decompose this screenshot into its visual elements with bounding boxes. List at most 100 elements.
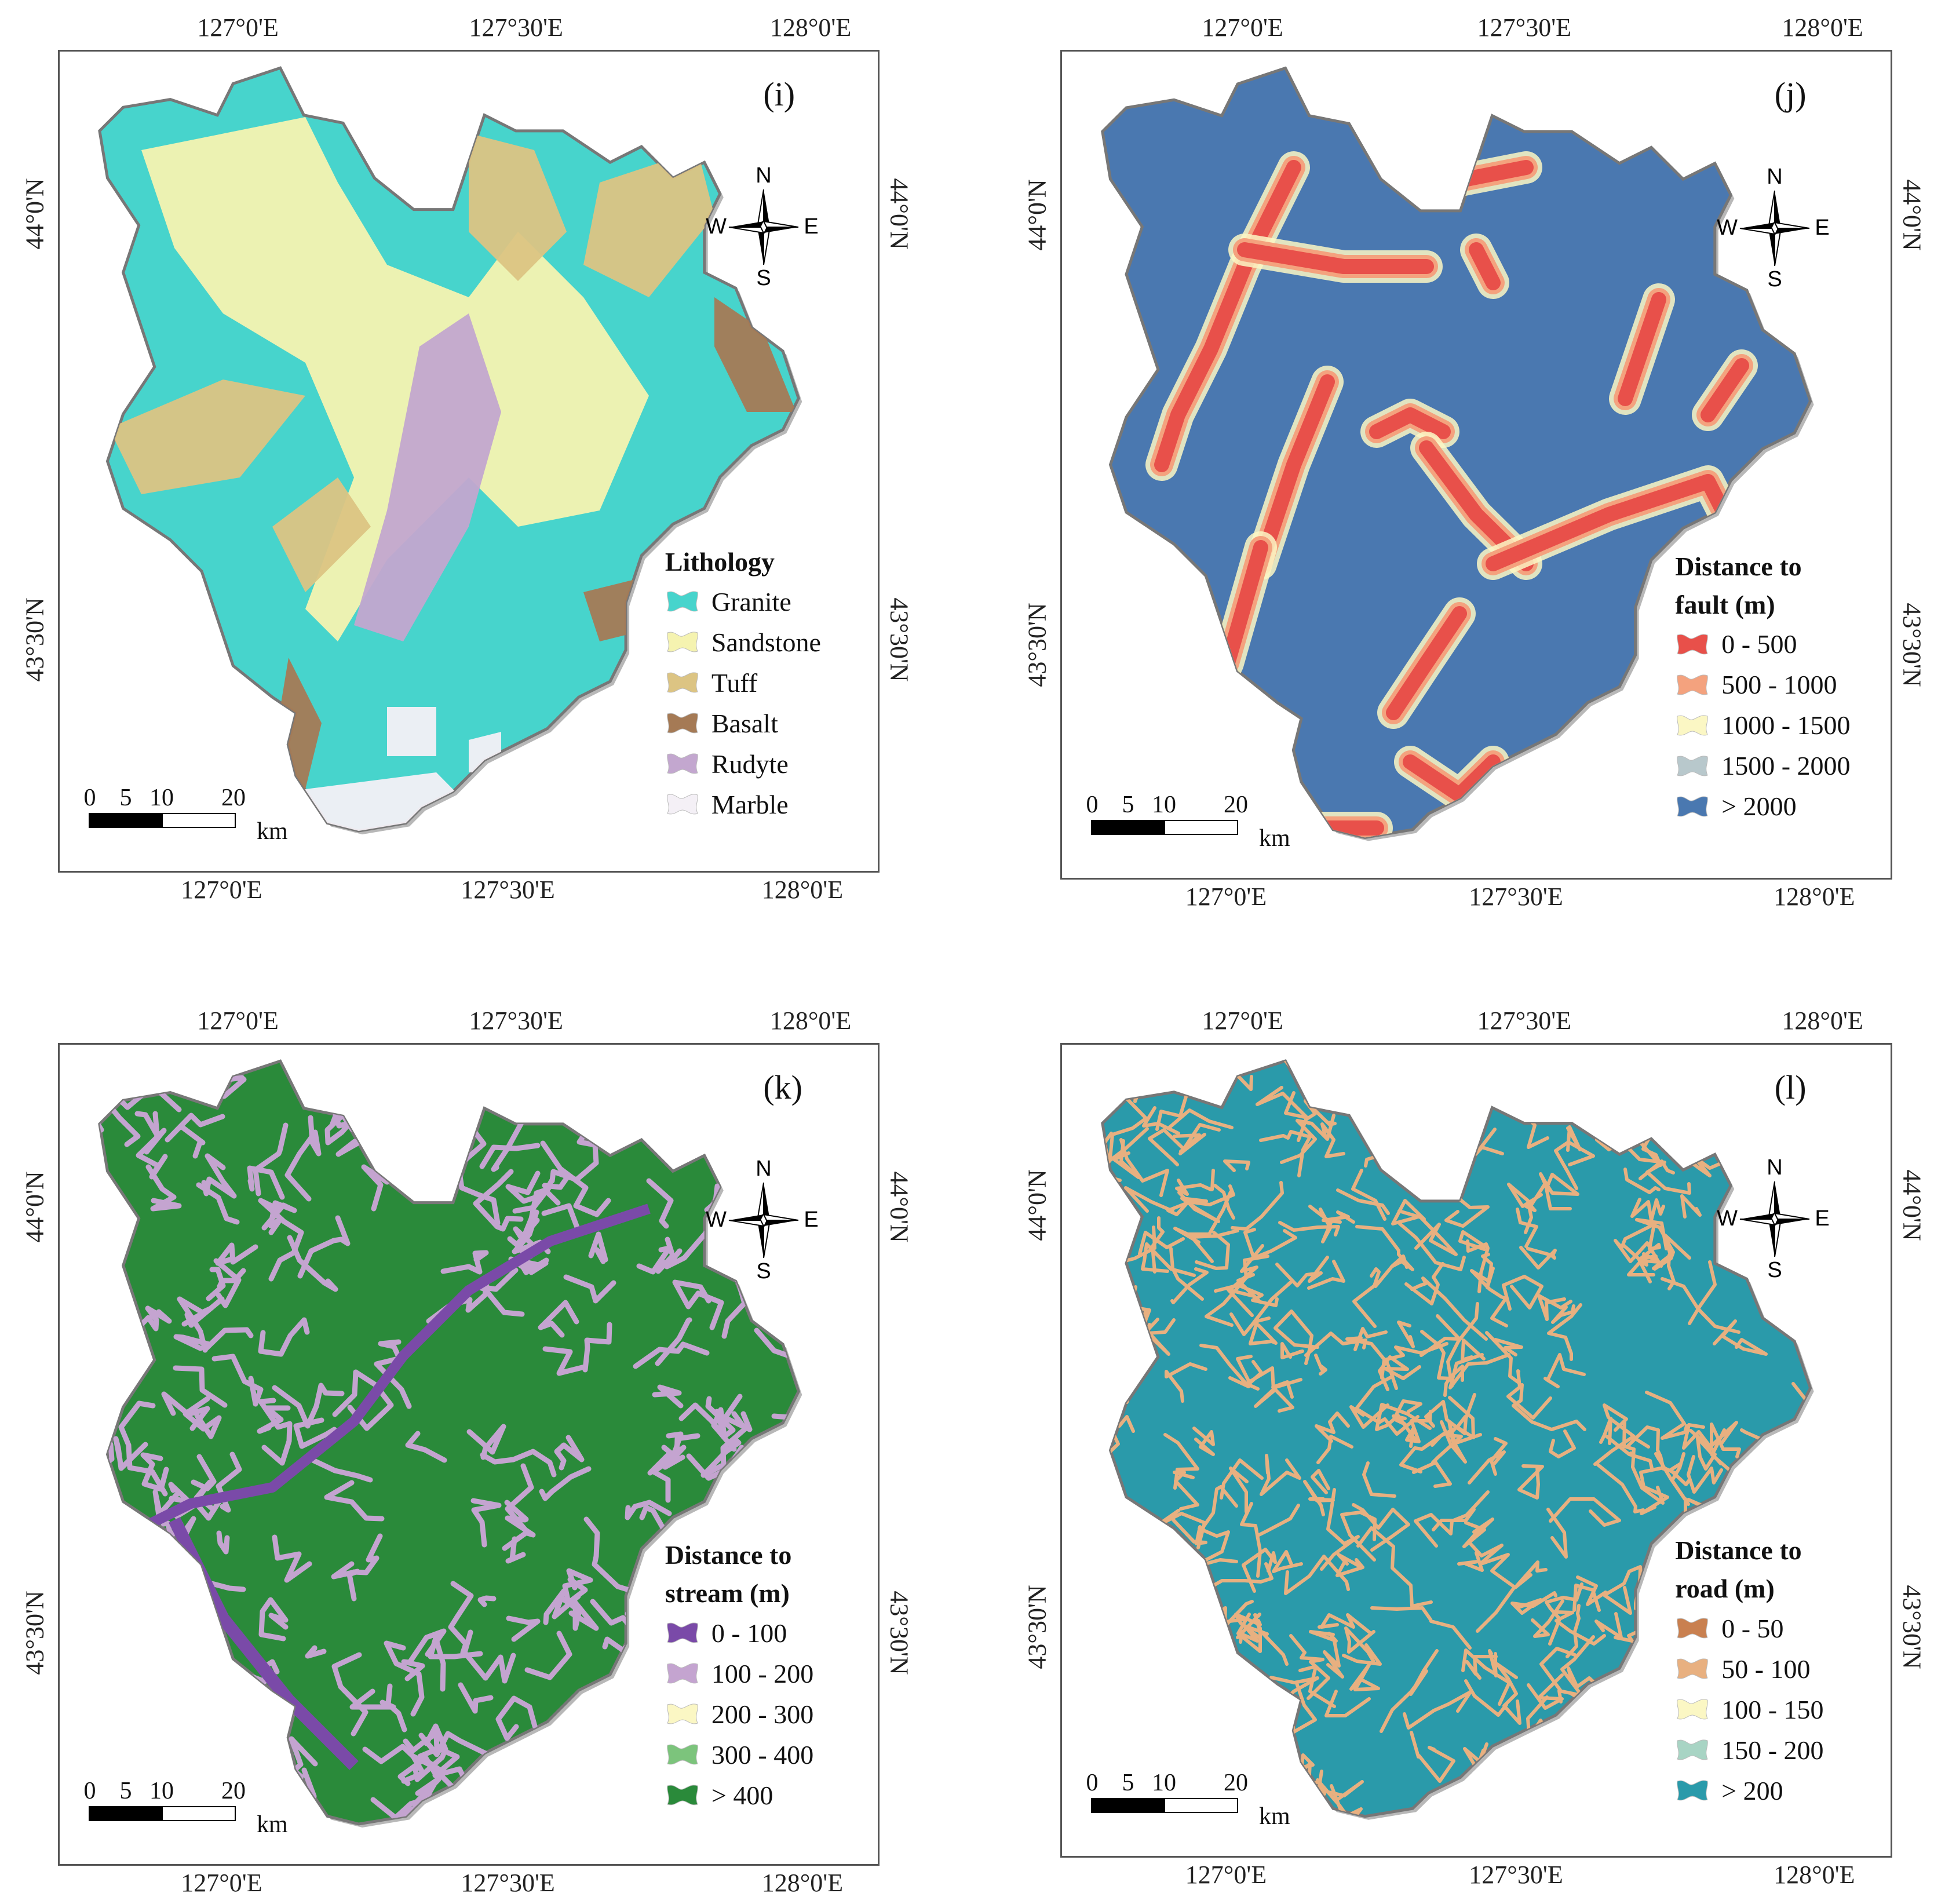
- road-buffer: [1858, 1047, 1883, 1077]
- legend-swatch-icon: [665, 1742, 700, 1767]
- stream-buffer: [850, 1235, 878, 1265]
- stream-buffer: [154, 1566, 200, 1597]
- road-buffer: [1769, 1505, 1811, 1531]
- lithology-zone: [109, 380, 305, 494]
- stream-buffer: [625, 1500, 672, 1520]
- road-buffer: [1835, 1303, 1862, 1360]
- scale-segment-black: [89, 813, 163, 828]
- stream-buffer: [60, 1730, 92, 1755]
- stream-buffer: [155, 1676, 190, 1687]
- stream-buffer: [655, 1317, 692, 1366]
- road-buffer: [1551, 1304, 1575, 1324]
- lat-label-left: 43°30'N: [1023, 1585, 1052, 1669]
- stream-buffer: [678, 1396, 736, 1440]
- road-buffer: [1539, 1172, 1572, 1210]
- legend-title: Lithology: [665, 547, 775, 577]
- stream-buffer: [156, 1605, 183, 1636]
- stream-buffer: [351, 1533, 383, 1575]
- road-buffer: [1102, 1077, 1121, 1111]
- stream-buffer: [217, 1268, 246, 1289]
- lithology-zone: [714, 297, 796, 412]
- road-buffer: [1245, 1366, 1302, 1408]
- legend-title: Distance to: [1675, 551, 1802, 581]
- legend-item: 50 - 100: [1675, 1648, 1823, 1689]
- stream-buffer: [455, 1162, 501, 1226]
- road-buffer: [1458, 1230, 1487, 1251]
- road-buffer: [1822, 1530, 1849, 1597]
- scale-tick: 20: [1224, 791, 1248, 818]
- stream-buffer: [644, 1081, 661, 1114]
- lon-label-top: 128°0'E: [769, 1006, 852, 1035]
- road-buffer: [1564, 1730, 1598, 1785]
- stream-buffer: [247, 1766, 279, 1803]
- legend-item-label: 0 - 50: [1721, 1613, 1784, 1643]
- fault-line: [1403, 754, 1501, 803]
- stream-buffer: [196, 1182, 240, 1225]
- stream-buffer: [194, 1045, 242, 1054]
- compass-e: E: [804, 214, 819, 239]
- road-buffer: [1315, 1411, 1350, 1443]
- legend-swatch-icon: [1675, 632, 1710, 657]
- road-buffer: [1880, 1148, 1891, 1191]
- road-buffer: [1812, 1051, 1852, 1099]
- stream-buffer: [563, 1274, 616, 1304]
- road-buffer: [1487, 1061, 1528, 1086]
- road-buffer: [1793, 1103, 1811, 1122]
- stream-buffer: [99, 1442, 115, 1483]
- road-buffer: [1596, 1463, 1645, 1513]
- stream-buffer: [377, 1063, 423, 1076]
- road-buffer: [1507, 1183, 1543, 1234]
- stream-buffer: [324, 1480, 385, 1522]
- road-buffer: [1062, 1597, 1078, 1618]
- road-buffer: [1630, 1198, 1665, 1222]
- stream-buffer: [258, 1398, 293, 1466]
- road-buffer: [1756, 1819, 1800, 1856]
- legend-item: 200 - 300: [665, 1694, 813, 1734]
- stream-buffer: [69, 1541, 87, 1559]
- road-buffer: [1639, 1159, 1675, 1180]
- road-buffer: [1202, 1061, 1253, 1091]
- stream-buffer: [473, 1169, 524, 1232]
- stream-buffer: [429, 1063, 488, 1108]
- road-buffer: [1239, 1850, 1296, 1856]
- stream-buffer: [384, 1640, 425, 1717]
- road-buffer: [1639, 1466, 1678, 1515]
- lat-label-right: 43°30'N: [885, 1591, 914, 1675]
- stream-buffer: [305, 1645, 327, 1659]
- legend-item: 1000 - 1500: [1675, 705, 1851, 746]
- road-buffer: [1421, 1153, 1467, 1197]
- stream-buffer: [208, 1061, 236, 1085]
- stream-buffer: [671, 1061, 729, 1082]
- stream-buffer: [863, 1302, 878, 1381]
- stream-buffer: [729, 1116, 768, 1142]
- panel-label: (l): [1774, 1068, 1807, 1106]
- stream-buffer: [165, 1113, 225, 1143]
- legend-item-label: Marble: [711, 789, 789, 819]
- stream-buffer: [177, 1296, 213, 1353]
- road-buffer: [1403, 1845, 1432, 1856]
- stream-buffer: [850, 1684, 878, 1731]
- stream-buffer: [362, 1743, 419, 1764]
- stream-buffer: [272, 1383, 345, 1429]
- road-buffer: [1195, 1231, 1230, 1270]
- legend-item: > 400: [665, 1775, 813, 1815]
- stream-buffer: [754, 1327, 799, 1383]
- road-buffer: [1506, 1369, 1552, 1420]
- road-buffer: [1062, 1454, 1072, 1487]
- legend-item-label: 500 - 1000: [1721, 670, 1837, 700]
- road-buffer: [1356, 1526, 1433, 1608]
- road-buffer: [1216, 1061, 1245, 1071]
- stream-buffer: [540, 1086, 583, 1120]
- road-buffer: [1260, 1454, 1301, 1496]
- stream-buffer: [636, 1245, 672, 1275]
- stream-buffer: [145, 1164, 182, 1212]
- fault-line: [1237, 242, 1434, 274]
- road-buffer: [1740, 1815, 1783, 1817]
- road-buffer: [1062, 1767, 1067, 1808]
- road-buffer: [1065, 1821, 1092, 1846]
- road-buffer: [1240, 1502, 1262, 1578]
- stream-buffer: [134, 1111, 160, 1138]
- stream-buffer: [136, 1580, 169, 1628]
- road-buffer: [1420, 1330, 1452, 1380]
- road-buffer: [1547, 1063, 1589, 1100]
